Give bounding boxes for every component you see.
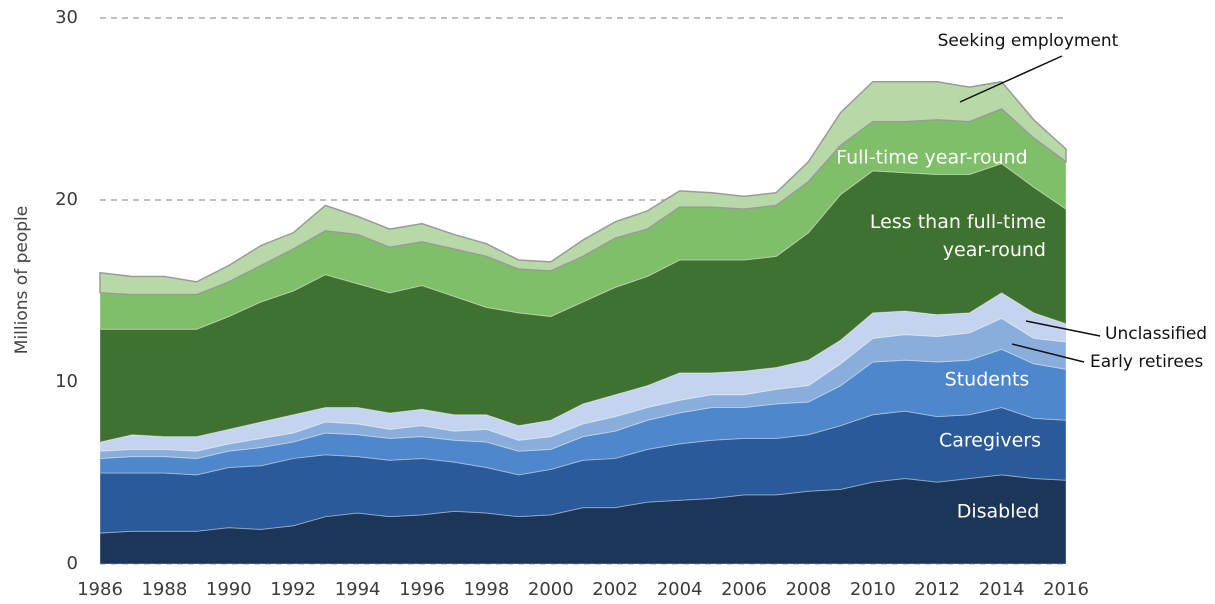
area: [99, 474, 1067, 565]
x-tick-label: 2010: [850, 579, 896, 600]
leader-line: [1011, 343, 1085, 363]
x-tick-label: 1988: [141, 579, 187, 600]
x-tick-label: 2016: [1043, 579, 1089, 600]
x-tick-label: 2002: [592, 579, 638, 600]
y-axis-label: Millions of people: [12, 206, 32, 354]
series-label: Caregivers: [939, 430, 1041, 452]
x-tick-label: 1996: [399, 579, 445, 600]
y-tick-label: 20: [55, 189, 78, 210]
x-tick-label: 2006: [721, 579, 767, 600]
series-label-box: Less than full-time year-round: [869, 211, 1046, 261]
series-label: Disabled: [957, 501, 1040, 523]
series-label: Seeking employment: [938, 31, 1119, 51]
x-tick-label: 2014: [979, 579, 1025, 600]
y-tick-label: 0: [67, 553, 78, 574]
leader-line: [1025, 320, 1101, 337]
x-tick-label: 1994: [335, 579, 381, 600]
x-tick-label: 2000: [528, 579, 574, 600]
x-tick-label: 1990: [206, 579, 252, 600]
y-tick-label: 10: [55, 371, 78, 392]
x-tick-label: 2008: [785, 579, 831, 600]
x-tick-label: 1986: [77, 579, 123, 600]
x-tick-label: 2012: [914, 579, 960, 600]
y-tick-label: 30: [55, 7, 78, 28]
series-label: Less than full-time year-round: [869, 211, 1046, 261]
area: [99, 80, 1067, 296]
series-label: Full-time year-round: [836, 147, 1028, 169]
x-tick-label: 1992: [270, 579, 316, 600]
x-tick-label: 2004: [657, 579, 703, 600]
series-label: Unclassified: [1105, 324, 1207, 344]
series-label: Early retirees: [1090, 352, 1203, 372]
leader-line: [959, 55, 1063, 103]
x-tick-label: 1998: [463, 579, 509, 600]
series-label: Students: [945, 369, 1030, 391]
